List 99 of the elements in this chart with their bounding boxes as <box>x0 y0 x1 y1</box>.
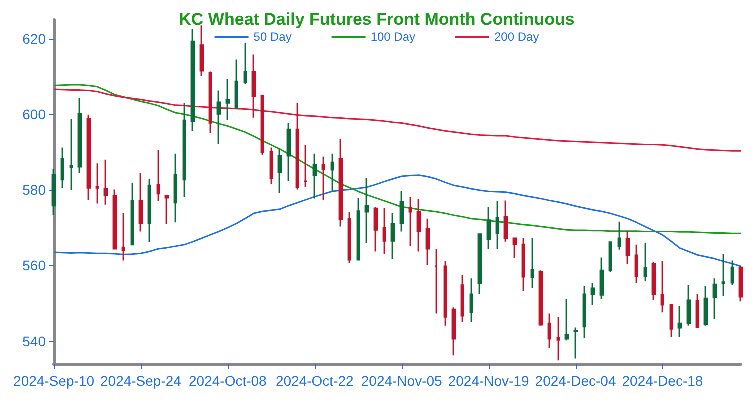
candlestick <box>252 54 256 119</box>
legend-label: 50 Day <box>254 30 292 44</box>
candlestick <box>470 278 474 324</box>
y-tick-label: 560 <box>22 258 46 274</box>
x-tick-label: 2024-Sep-24 <box>100 373 182 389</box>
candlestick <box>496 200 500 250</box>
candlestick <box>356 197 360 262</box>
y-tick-label: 540 <box>22 333 46 350</box>
candlestick <box>234 58 238 110</box>
candlestick <box>190 28 196 132</box>
candlestick <box>730 260 734 286</box>
candlestick <box>348 211 352 264</box>
candlestick <box>678 305 682 338</box>
candlestick <box>670 304 674 338</box>
candlestick <box>416 198 422 252</box>
candlestick <box>548 313 552 349</box>
candlestick <box>278 148 282 194</box>
x-tick-label: 2024-Sep-10 <box>14 373 95 389</box>
candlestick <box>538 270 544 327</box>
candlestick <box>148 178 152 243</box>
y-tick-label: 600 <box>22 106 46 123</box>
candlestick <box>434 248 438 314</box>
candlestick <box>652 262 656 302</box>
candlestick <box>608 241 612 273</box>
candlestick <box>564 298 570 342</box>
candlestick <box>322 156 326 201</box>
y-tick-label: 580 <box>22 182 46 198</box>
legend-label: 100 Day <box>370 30 416 44</box>
candlestick <box>330 153 334 192</box>
candlestick <box>696 294 700 329</box>
candlestick <box>304 144 308 188</box>
candlestick <box>390 212 396 260</box>
candlestick <box>400 190 404 232</box>
candlestick <box>704 285 708 327</box>
candlestick <box>478 232 482 296</box>
candlestick <box>122 212 126 262</box>
candlestick <box>426 218 430 266</box>
candlestick <box>512 238 518 259</box>
x-tick-label: 2024-Oct-08 <box>189 373 268 389</box>
line-series <box>53 88 742 152</box>
candlestick <box>374 206 378 252</box>
candlestick <box>78 98 82 174</box>
y-tick-label: 620 <box>22 30 46 47</box>
candlestick <box>60 147 64 189</box>
candlestick <box>452 306 456 356</box>
candlestick <box>156 149 160 202</box>
candlestick <box>444 260 448 327</box>
candlestick <box>338 138 344 228</box>
candlestick <box>296 102 300 190</box>
candlestick <box>712 278 718 320</box>
candlestick <box>556 316 560 362</box>
candlestick <box>460 274 464 324</box>
candlestick <box>504 200 508 243</box>
candlestick <box>138 172 144 232</box>
candlestick <box>112 189 118 250</box>
x-tick-label: 2024-Dec-04 <box>535 373 616 389</box>
candlestick <box>164 194 170 226</box>
candlestick <box>174 153 178 224</box>
candlestick <box>96 162 100 204</box>
candlestick <box>52 168 56 216</box>
candlestick <box>226 78 230 122</box>
x-tick-label: 2024-Nov-05 <box>361 373 443 389</box>
candlestick <box>86 114 92 201</box>
candlestick <box>208 71 212 134</box>
x-tick-label: 2024-Oct-22 <box>276 373 354 389</box>
candlestick <box>722 253 726 298</box>
candlestick <box>364 178 370 244</box>
candlestick <box>644 242 648 282</box>
candlestick <box>104 159 108 206</box>
candlestick <box>738 266 744 302</box>
candlestick <box>600 257 604 300</box>
candlestick <box>270 147 274 185</box>
candlestick <box>530 238 534 289</box>
candlestick <box>626 230 630 265</box>
candlestick <box>216 90 222 146</box>
candlestick <box>130 182 134 246</box>
x-tick-label: 2024-Dec-18 <box>622 373 704 389</box>
chart-title: KC Wheat Daily Futures Front Month Continuous <box>179 10 575 29</box>
candlestick <box>634 244 638 284</box>
candlestick <box>582 285 586 339</box>
candlestick <box>522 238 526 292</box>
candlestick <box>382 208 386 256</box>
x-tick-label: 2024-Nov-19 <box>448 373 530 389</box>
candlestick <box>574 327 578 360</box>
candlestick <box>486 206 492 250</box>
candlestick <box>286 122 292 182</box>
line-series <box>53 84 742 234</box>
candlestick <box>200 24 204 78</box>
candlestick <box>408 196 412 247</box>
candlestick <box>618 221 622 251</box>
candlestick <box>590 282 596 306</box>
candlestick <box>244 42 248 85</box>
line-series <box>53 174 742 268</box>
candlestick <box>70 118 74 191</box>
candlestick <box>182 102 186 198</box>
candlestick <box>660 260 664 314</box>
candlestick <box>686 284 692 327</box>
candlestick <box>312 153 318 200</box>
legend-label: 200 Day <box>494 30 540 44</box>
